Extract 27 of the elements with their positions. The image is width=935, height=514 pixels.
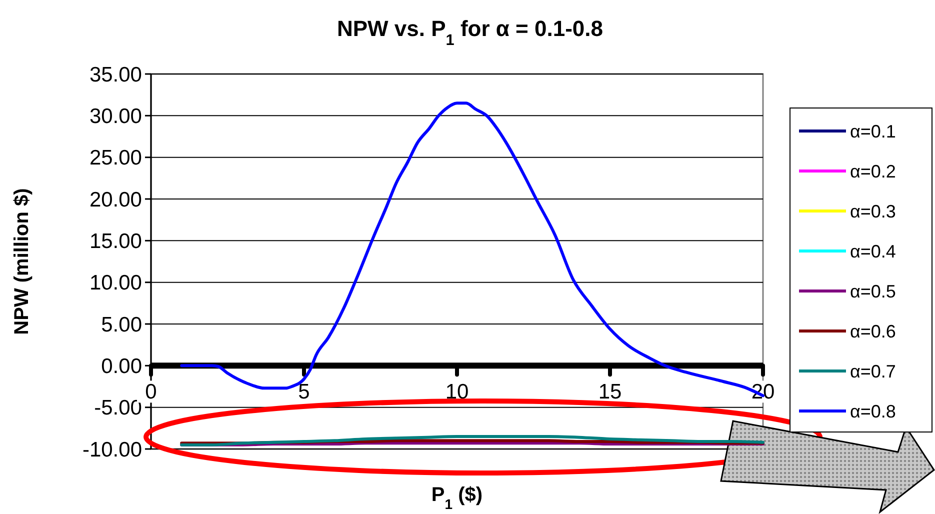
x-tick-label: 15 — [598, 380, 622, 404]
legend-label: α=0.8 — [850, 401, 896, 422]
x-tick-label: 0 — [145, 380, 157, 404]
legend-label: α=0.5 — [850, 281, 896, 302]
x-tick-label: 10 — [445, 380, 469, 404]
chart-title: NPW vs. P$_{1}$ for α = 0.1-0.8 — [336, 16, 604, 48]
y-tick-label: 30.00 — [89, 105, 142, 128]
y-tick-label: 35.00 — [89, 63, 142, 86]
y-tick-label: 20.00 — [89, 188, 142, 212]
legend-label: α=0.2 — [850, 161, 896, 182]
line-series — [180, 435, 764, 446]
y-axis-title: NPW (million $) — [11, 188, 33, 335]
x-axis-title: P$_{1}$ ($) — [431, 484, 483, 512]
y-tick-label: -5.00 — [94, 396, 142, 420]
legend-label: α=0.6 — [850, 321, 896, 342]
x-tick-label: 5 — [298, 380, 310, 404]
y-tick-label: 25.00 — [89, 146, 142, 170]
y-tick-label: 0.00 — [101, 355, 142, 378]
y-tick-label: -10.00 — [82, 438, 142, 462]
y-tick-label: 5.00 — [101, 313, 142, 336]
y-tick-label: 10.00 — [89, 272, 142, 295]
y-tick-label: 15.00 — [89, 230, 142, 254]
legend-label: α=0.1 — [850, 121, 896, 142]
legend-label: α=0.7 — [850, 361, 896, 382]
x-tick-label: 20 — [751, 380, 775, 404]
legend-label: α=0.3 — [850, 201, 896, 222]
legend-label: α=0.4 — [850, 241, 896, 262]
